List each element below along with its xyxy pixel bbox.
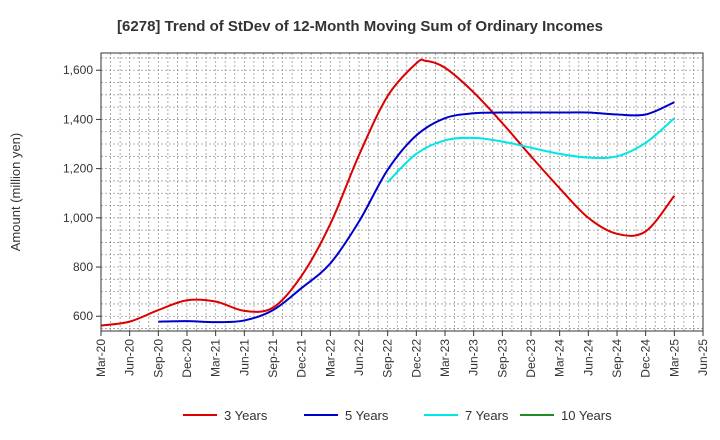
x-tick-label: Sep-22 [381, 339, 395, 378]
y-tick-label: 800 [73, 260, 93, 274]
y-axis-label: Amount (million yen) [8, 133, 23, 252]
grid [101, 53, 703, 331]
legend-label-7-years: 7 Years [465, 408, 509, 423]
x-tick-label: Dec-22 [409, 339, 423, 378]
x-tick-label: Jun-25 [696, 339, 710, 376]
legend-label-5-years: 5 Years [345, 408, 389, 423]
x-tick-label: Dec-20 [180, 339, 194, 378]
x-tick-label: Mar-21 [209, 339, 223, 377]
y-tick-label: 600 [73, 309, 93, 323]
legend-label-10-years: 10 Years [561, 408, 612, 423]
x-tick-label: Mar-22 [323, 339, 337, 377]
series-line-7-years [386, 117, 675, 183]
x-tick-label: Mar-24 [553, 339, 567, 377]
legend: 3 Years 5 Years 7 Years 10 Years [183, 408, 612, 423]
series-line-5-years [158, 101, 675, 324]
x-tick-label: Mar-25 [667, 339, 681, 377]
x-tick-label: Dec-21 [295, 339, 309, 378]
axes: 600 800 1,000 1,200 1,400 1,600 Mar-20 Jun-20 Se… [63, 63, 710, 377]
x-tick-label: Mar-20 [94, 339, 108, 377]
plot-frame [100, 52, 704, 332]
plot-area [101, 53, 703, 331]
x-tick-label: Jun-23 [467, 339, 481, 376]
x-tick-label: Sep-21 [266, 339, 280, 378]
x-tick-label: Sep-20 [151, 339, 165, 378]
y-tick-label: 1,200 [63, 162, 93, 176]
x-tick-label: Jun-24 [581, 339, 595, 376]
chart-title: [6278] Trend of StDev of 12-Month Moving… [117, 18, 603, 35]
series-layer [100, 58, 676, 327]
legend-label-3-years: 3 Years [224, 408, 268, 423]
x-tick-label: Jun-21 [237, 339, 251, 376]
x-tick-label: Sep-23 [495, 339, 509, 378]
x-tick-label: Jun-20 [123, 339, 137, 376]
x-tick-label: Sep-24 [610, 339, 624, 378]
x-tick-label: Dec-23 [524, 339, 538, 378]
x-tick-label: Dec-24 [639, 339, 653, 378]
x-tick-label: Mar-23 [438, 339, 452, 377]
y-tick-label: 1,400 [63, 112, 93, 126]
y-tick-label: 1,000 [63, 211, 93, 225]
y-tick-label: 1,600 [63, 63, 93, 77]
series-line-3-years [100, 58, 676, 327]
x-tick-label: Jun-22 [352, 339, 366, 376]
